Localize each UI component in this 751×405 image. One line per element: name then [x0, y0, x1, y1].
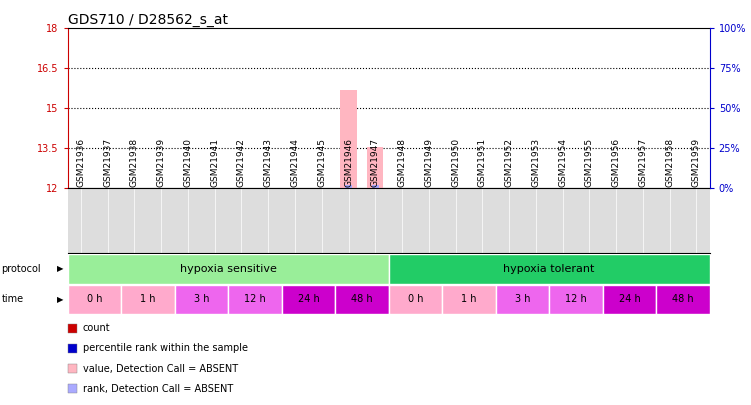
- Text: 1 h: 1 h: [461, 294, 477, 304]
- Bar: [656, 285, 710, 314]
- Text: 1 h: 1 h: [140, 294, 155, 304]
- Text: ▶: ▶: [57, 264, 64, 273]
- Bar: [442, 285, 496, 314]
- Text: 0 h: 0 h: [408, 294, 423, 304]
- Bar: [496, 285, 549, 314]
- Text: rank, Detection Call = ABSENT: rank, Detection Call = ABSENT: [83, 384, 233, 394]
- Bar: [228, 285, 282, 314]
- Text: time: time: [2, 294, 23, 304]
- Text: protocol: protocol: [2, 264, 41, 274]
- Bar: [68, 254, 389, 284]
- Text: 0 h: 0 h: [86, 294, 102, 304]
- Text: value, Detection Call = ABSENT: value, Detection Call = ABSENT: [83, 364, 238, 373]
- Text: hypoxia tolerant: hypoxia tolerant: [503, 264, 595, 274]
- Bar: [174, 285, 228, 314]
- Bar: [340, 90, 357, 188]
- Bar: [335, 285, 389, 314]
- Bar: [549, 285, 602, 314]
- Bar: [282, 285, 335, 314]
- Bar: [345, 185, 352, 188]
- Bar: [367, 147, 383, 188]
- Bar: [372, 185, 379, 188]
- Text: 48 h: 48 h: [351, 294, 372, 304]
- Text: hypoxia sensitive: hypoxia sensitive: [179, 264, 276, 274]
- Text: 12 h: 12 h: [244, 294, 266, 304]
- Bar: [121, 285, 174, 314]
- Text: ▶: ▶: [57, 295, 64, 304]
- Text: GDS710 / D28562_s_at: GDS710 / D28562_s_at: [68, 13, 228, 27]
- Text: 3 h: 3 h: [194, 294, 209, 304]
- Bar: [602, 285, 656, 314]
- Text: 24 h: 24 h: [619, 294, 641, 304]
- Text: percentile rank within the sample: percentile rank within the sample: [83, 343, 248, 353]
- Text: 3 h: 3 h: [514, 294, 530, 304]
- Bar: [389, 254, 710, 284]
- Bar: [389, 285, 442, 314]
- Text: 24 h: 24 h: [297, 294, 319, 304]
- Text: 12 h: 12 h: [565, 294, 587, 304]
- Bar: [68, 285, 121, 314]
- Text: count: count: [83, 323, 110, 333]
- Text: 48 h: 48 h: [672, 294, 694, 304]
